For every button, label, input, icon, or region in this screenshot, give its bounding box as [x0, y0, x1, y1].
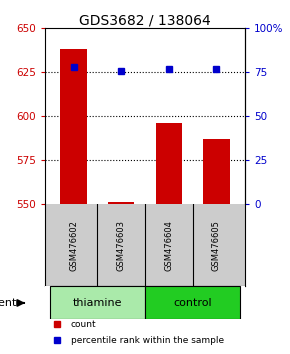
Bar [145, 286, 240, 319]
Text: percentile rank within the sample: percentile rank within the sample [71, 336, 224, 344]
Bar [203, 139, 230, 204]
Text: control: control [173, 298, 212, 308]
Text: count: count [71, 320, 97, 329]
Text: GSM476605: GSM476605 [212, 220, 221, 271]
Text: GSM476604: GSM476604 [164, 220, 173, 271]
Text: thiamine: thiamine [72, 298, 122, 308]
Bar [156, 123, 182, 204]
Text: GSM476602: GSM476602 [69, 220, 78, 271]
Bar [50, 286, 145, 319]
Title: GDS3682 / 138064: GDS3682 / 138064 [79, 13, 211, 27]
Text: GSM476603: GSM476603 [117, 220, 126, 271]
Text: agent: agent [0, 298, 17, 308]
Bar [108, 202, 134, 204]
Bar [60, 50, 87, 204]
